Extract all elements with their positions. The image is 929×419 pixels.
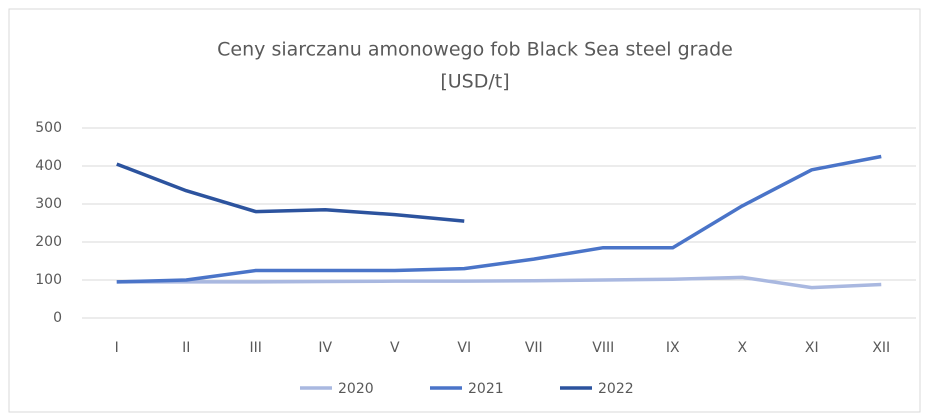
x-tick-label: IV — [318, 340, 332, 356]
x-tick-label: XII — [872, 340, 890, 356]
x-tick-label: V — [390, 340, 400, 356]
line-series — [116, 162, 465, 223]
chart-subtitle: [USD/t] — [440, 71, 509, 93]
y-tick-label: 200 — [35, 234, 62, 250]
x-tick-label: I — [115, 340, 119, 356]
y-tick-label: 100 — [35, 272, 62, 288]
line-series — [116, 154, 882, 284]
y-tick-label: 0 — [53, 310, 62, 326]
y-tick-label: 500 — [35, 120, 62, 136]
x-tick-label: VIII — [592, 340, 614, 356]
chart-title: Ceny siarczanu amonowego fob Black Sea s… — [217, 39, 733, 61]
y-tick-label: 400 — [35, 158, 62, 174]
legend-label: 2020 — [338, 381, 374, 397]
line-series — [116, 275, 882, 290]
chart-border — [8, 8, 921, 413]
x-tick-label: IX — [666, 340, 680, 356]
legend-label: 2021 — [468, 381, 504, 397]
x-tick-label: VI — [457, 340, 471, 356]
x-tick-label: X — [737, 340, 747, 356]
x-tick-label: VII — [525, 340, 543, 356]
legend-label: 2022 — [598, 381, 634, 397]
x-tick-label: II — [182, 340, 190, 356]
x-tick-label: III — [250, 340, 262, 356]
x-tick-label: XI — [805, 340, 819, 356]
y-tick-label: 300 — [35, 196, 62, 212]
